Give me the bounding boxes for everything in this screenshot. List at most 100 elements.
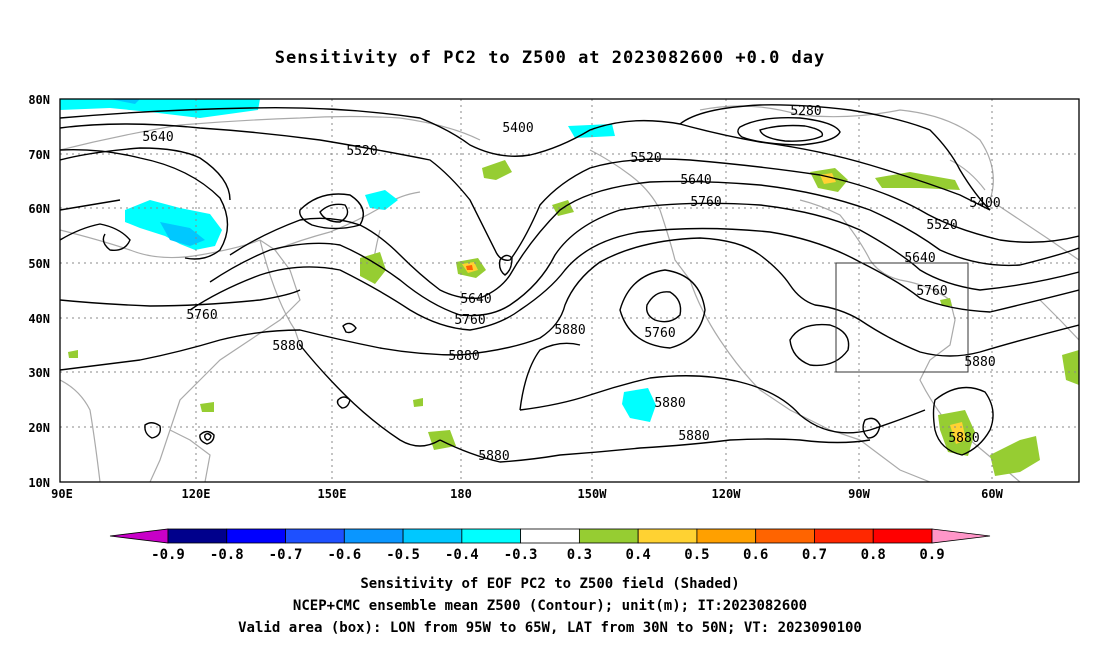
contour-line <box>60 107 991 211</box>
contour-label: 5880 <box>654 396 685 411</box>
color-bar-cell <box>814 528 874 544</box>
color-bar-level-label: 0.7 <box>802 547 827 563</box>
contour-line <box>679 104 991 211</box>
contour-label: 5520 <box>346 144 377 159</box>
lon-tick-label: 120W <box>712 487 742 501</box>
contour-label: 5880 <box>678 429 709 444</box>
shaded-positive-region <box>68 350 78 358</box>
contour-line <box>299 193 364 230</box>
contour-line <box>144 422 162 439</box>
color-bar-cell <box>343 528 404 544</box>
color-bar-level-label: -0.4 <box>445 547 479 563</box>
contour-line <box>342 322 357 334</box>
contour-line <box>60 199 121 211</box>
lon-tick-label: 150E <box>318 487 347 501</box>
color-bar-labels: -0.9 -0.8 -0.7 -0.6 -0.5 -0.4 -0.3 0.3 0.4 0.5 0.6… <box>151 547 945 563</box>
contour-line <box>60 237 1079 371</box>
color-bar-level-label: 0.9 <box>919 547 944 563</box>
contour-line <box>645 291 682 323</box>
contour-line <box>299 344 441 447</box>
contour-line <box>60 123 1079 261</box>
color-bar-low-arrow <box>109 528 169 544</box>
contour-label: 5760 <box>644 326 675 341</box>
grid-lines <box>60 99 1079 482</box>
contour-line <box>319 203 349 223</box>
contour-line <box>60 289 301 307</box>
caption: Sensitivity of EOF PC2 to Z500 field (Sh… <box>0 573 1100 639</box>
contour-line <box>737 117 841 146</box>
color-bar-level-label: -0.6 <box>327 547 361 563</box>
lat-tick-label: 30N <box>28 366 50 380</box>
contour-label: 5880 <box>964 355 995 370</box>
shaded-positive-region <box>428 430 456 450</box>
contour-line <box>336 396 351 409</box>
shaded-negative-region <box>160 222 205 246</box>
color-bar-level-label: -0.3 <box>504 547 538 563</box>
color-bar-cell <box>637 528 698 544</box>
contour-line <box>619 269 706 349</box>
contour-line <box>519 342 581 411</box>
color-bar-level-label: 0.4 <box>626 547 651 563</box>
contour-line <box>189 227 1079 331</box>
valid-area-box <box>835 262 969 373</box>
contour-labels: 5280 5400 5400 5520 5520 5520 5640 5640 … <box>142 104 1000 464</box>
color-bar-level-label: -0.5 <box>386 547 420 563</box>
contour-label: 5880 <box>948 431 979 446</box>
contour-label: 5760 <box>916 284 947 299</box>
shaded-positive-region <box>940 298 952 306</box>
lat-tick-label: 70N <box>28 148 50 162</box>
color-bar-cell <box>402 528 463 544</box>
color-bar-cell <box>461 528 522 544</box>
contour-label: 5880 <box>478 449 509 464</box>
shaded-negative-region <box>622 388 656 422</box>
color-bar-level-label: -0.9 <box>151 547 185 563</box>
shaded-positive-region <box>1062 350 1079 385</box>
color-bar-level-label: -0.8 <box>210 547 244 563</box>
contour-line <box>932 386 994 456</box>
shaded-positive-region <box>482 160 512 180</box>
contour-line <box>229 180 1079 300</box>
lat-tick-label: 40N <box>28 312 50 326</box>
contour-line <box>60 149 229 260</box>
contour-line <box>439 438 871 463</box>
contour-label: 5520 <box>926 218 957 233</box>
contour-label: 5880 <box>554 323 585 338</box>
plot-frame <box>59 98 1080 483</box>
lon-tick-label: 90W <box>848 487 870 501</box>
contour-line <box>204 433 212 441</box>
longitude-labels: 90E 120E 150E 180 150W 120W 90W 60W <box>51 487 1003 501</box>
contour-label: 5760 <box>454 313 485 328</box>
contour-label: 5880 <box>272 339 303 354</box>
contour-line <box>759 124 824 142</box>
lon-tick-label: 120E <box>182 487 211 501</box>
lon-tick-label: 90E <box>51 487 73 501</box>
shaded-negative-region <box>365 190 398 210</box>
color-bar-level-label: 0.3 <box>567 547 592 563</box>
contour-line <box>498 254 513 276</box>
contour-label: 5280 <box>790 104 821 119</box>
caption-line-3: Valid area (box): LON from 95W to 65W, L… <box>238 620 862 636</box>
color-bar-level-label: 0.6 <box>743 547 768 563</box>
contour-label: 5400 <box>969 196 1000 211</box>
shaded-negative-region <box>110 99 140 104</box>
contour-label: 5640 <box>680 173 711 188</box>
shaded-positive-region <box>413 398 423 407</box>
color-bar-level-label: 0.5 <box>684 547 709 563</box>
shaded-regions <box>60 99 1079 476</box>
color-bar-level-label: -0.7 <box>269 547 303 563</box>
shaded-positive-region <box>990 436 1040 476</box>
contour-label: 5880 <box>448 349 479 364</box>
color-bar-level-label: 0.8 <box>861 547 886 563</box>
color-bar-cell <box>578 528 639 544</box>
contour-label: 5640 <box>904 251 935 266</box>
lat-tick-label: 80N <box>28 93 50 107</box>
contour-line <box>209 202 1079 317</box>
contour-label: 5760 <box>186 308 217 323</box>
contour-label: 5400 <box>502 121 533 136</box>
color-bar <box>109 528 991 544</box>
map-title: Sensitivity of PC2 to Z500 at 2023082600… <box>274 48 826 68</box>
shaded-positive-region <box>200 402 214 412</box>
color-bar-cell <box>872 528 933 544</box>
lat-tick-label: 20N <box>28 421 50 435</box>
